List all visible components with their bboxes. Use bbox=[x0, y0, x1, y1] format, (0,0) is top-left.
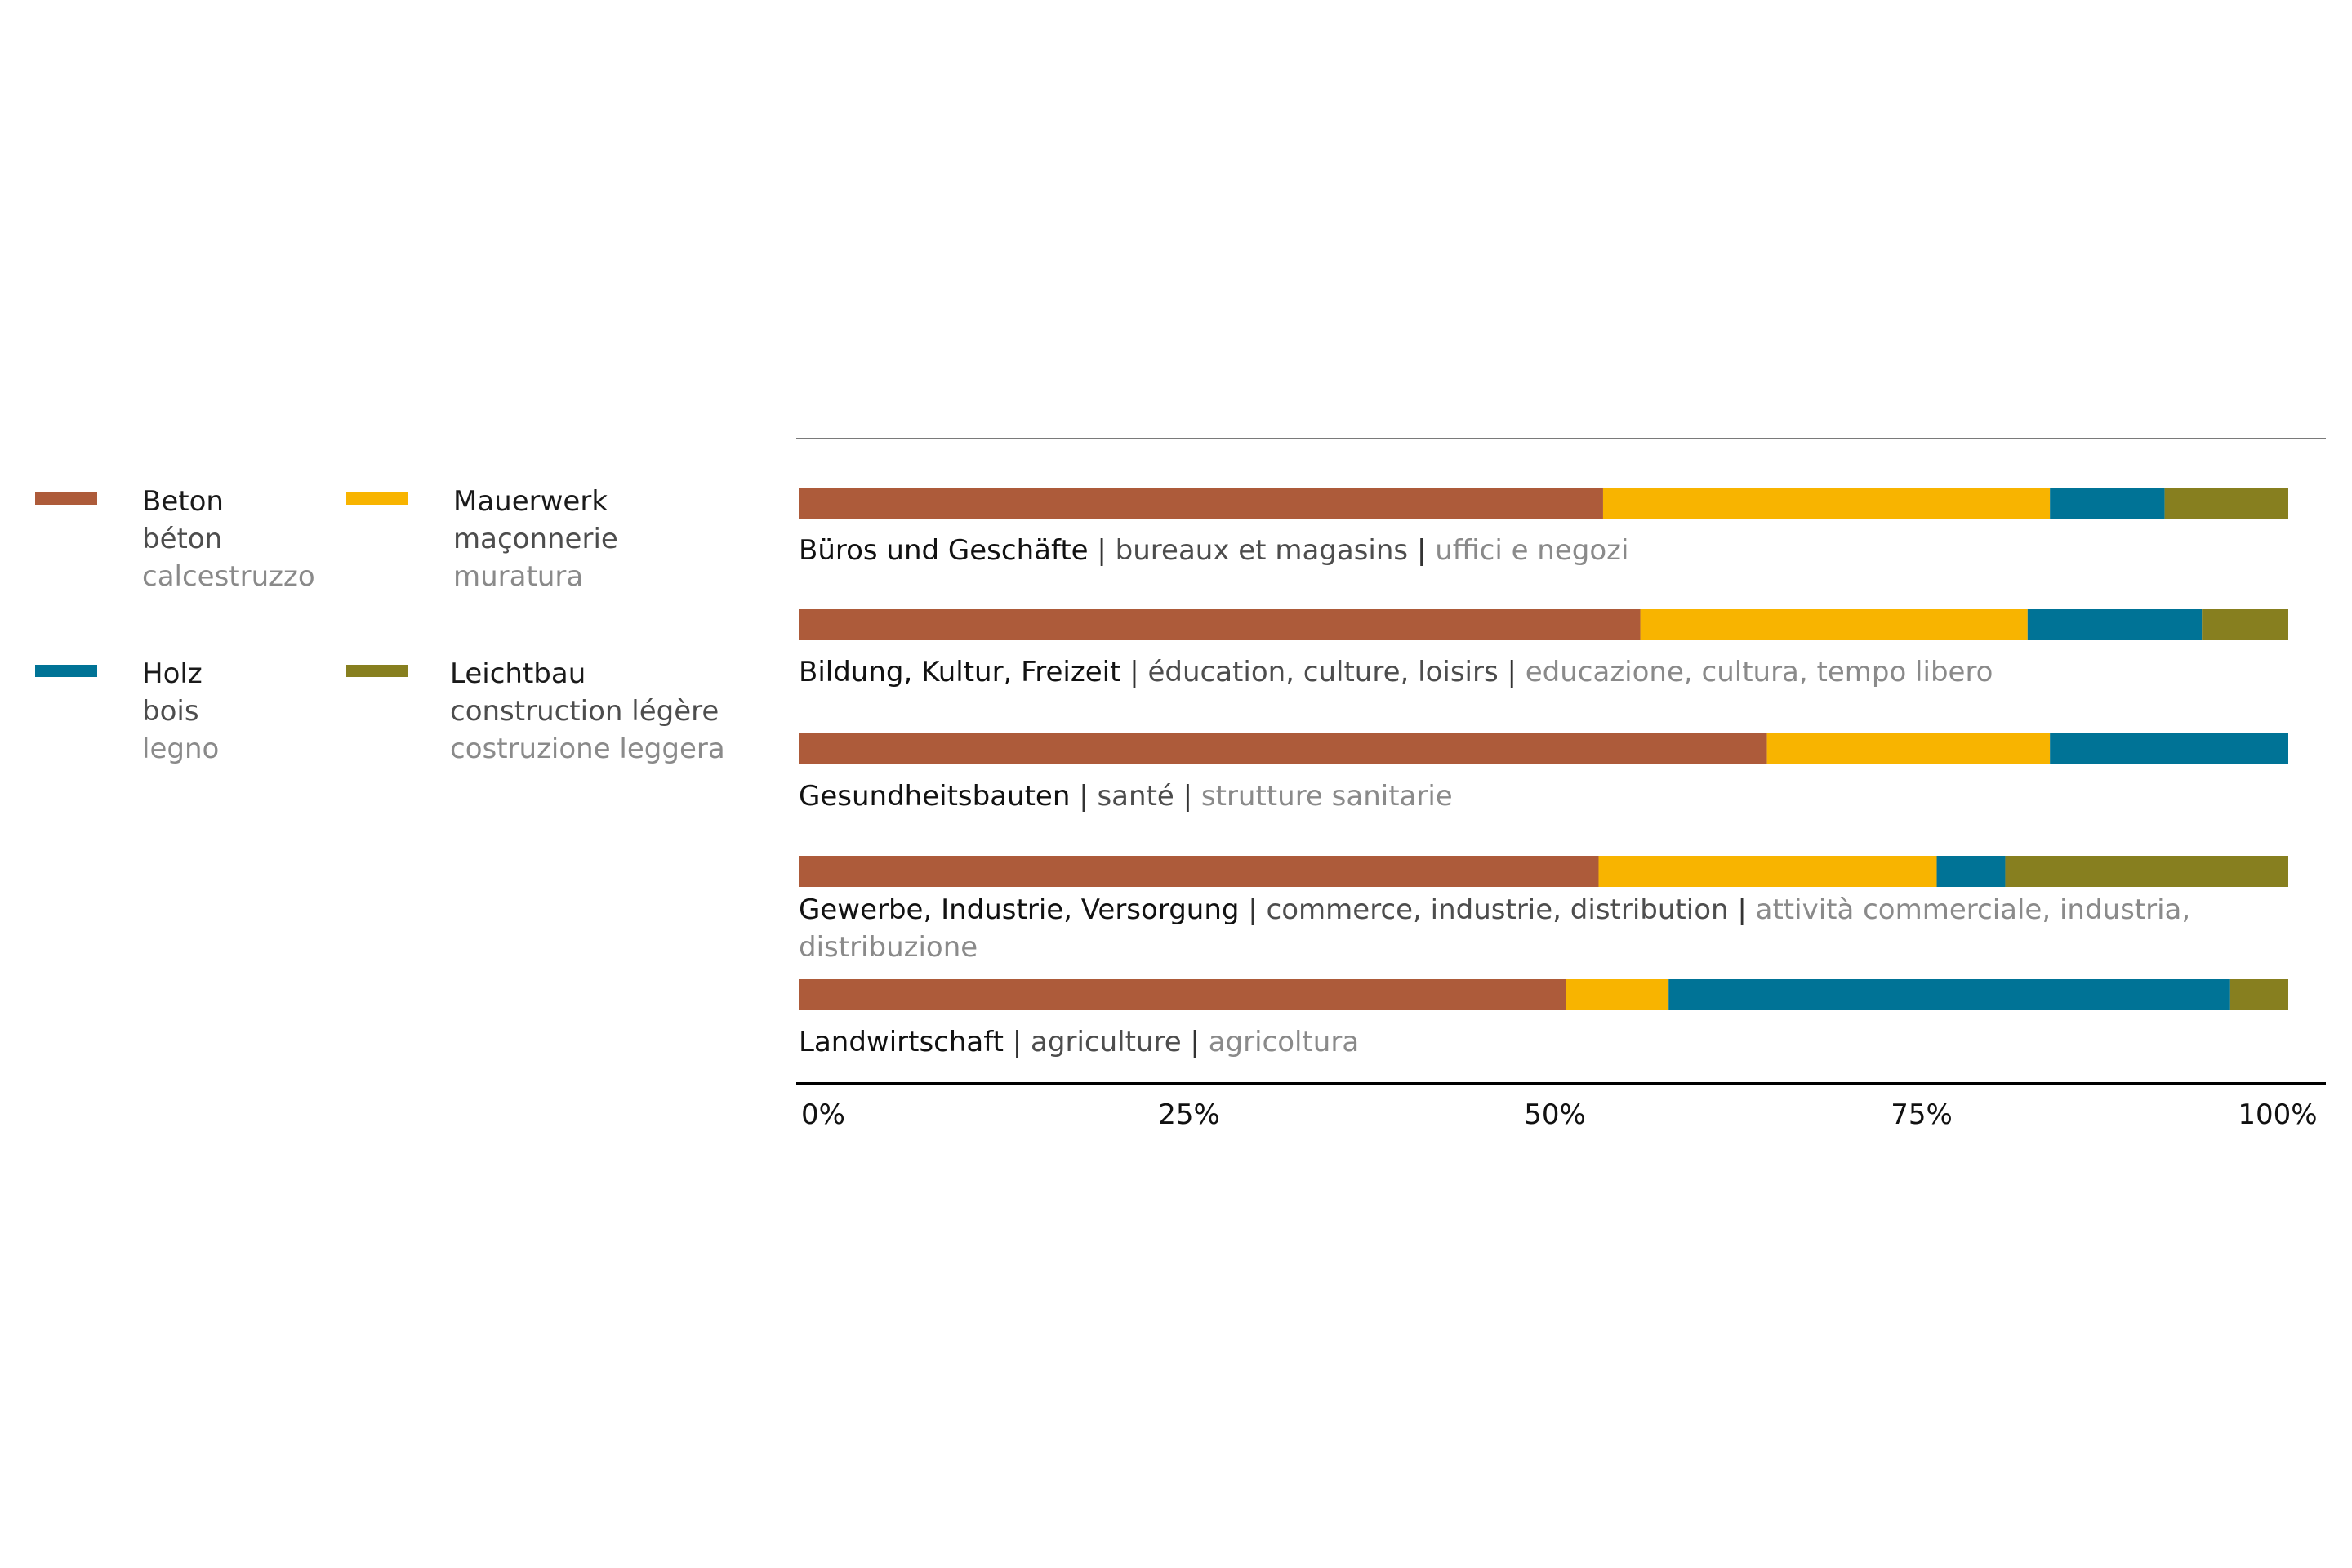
x-tick-label: 0% bbox=[801, 1098, 845, 1131]
legend-swatch bbox=[346, 492, 408, 505]
legend-label-fr: béton bbox=[142, 523, 223, 555]
legend-label: Leichtbau construction légère costruzione … bbox=[450, 655, 725, 768]
category-label-de: Landwirtschaft bbox=[799, 1026, 1004, 1058]
category-label-fr: bureaux et magasins bbox=[1115, 534, 1409, 567]
category-label-it: educazione, cultura, tempo libero bbox=[1525, 656, 1993, 688]
category-label-fr: éducation, culture, loisirs bbox=[1147, 656, 1499, 688]
legend-label-fr: bois bbox=[142, 695, 199, 728]
bar-holz-3 bbox=[1936, 856, 2006, 887]
bar-mauerwerk-4 bbox=[1566, 979, 1669, 1010]
bar-beton-4 bbox=[799, 979, 1566, 1010]
legend-label-fr: maçonnerie bbox=[453, 523, 618, 555]
category-label: Gesundheitsbauten | santé | strutture sa… bbox=[799, 777, 2269, 815]
bar-leichtbau-0 bbox=[2164, 488, 2288, 519]
bar-holz-4 bbox=[1668, 979, 2230, 1010]
category-label: Landwirtschaft | agriculture | agricoltu… bbox=[799, 1023, 2269, 1061]
bar-holz-0 bbox=[2050, 488, 2165, 519]
category-label-fr: agriculture bbox=[1031, 1026, 1182, 1058]
label-separator: | bbox=[1174, 780, 1201, 813]
legend-swatch bbox=[35, 492, 97, 505]
legend-label: Beton béton calcestruzzo bbox=[142, 483, 315, 595]
legend-swatch bbox=[35, 665, 97, 677]
x-tick-label: 100% bbox=[2238, 1098, 2317, 1131]
category-label-it: strutture sanitarie bbox=[1200, 780, 1453, 813]
bar-mauerwerk-3 bbox=[1598, 856, 1937, 887]
category-label-de: Gewerbe, Industrie, Versorgung bbox=[799, 893, 1240, 926]
bar-leichtbau-1 bbox=[2202, 609, 2288, 640]
legend-label-it: calcestruzzo bbox=[142, 560, 315, 593]
label-separator: | bbox=[1003, 1026, 1031, 1058]
label-separator: | bbox=[1181, 1026, 1209, 1058]
x-tick-label: 75% bbox=[1891, 1098, 1953, 1131]
label-separator: | bbox=[1070, 780, 1098, 813]
category-label-fr: commerce, industrie, distribution bbox=[1266, 893, 1729, 926]
bar-beton-3 bbox=[799, 856, 1599, 887]
bar-mauerwerk-0 bbox=[1602, 488, 2051, 519]
category-label-it: attività commerciale, industria, distrib… bbox=[799, 893, 2191, 964]
category-label-de: Bildung, Kultur, Freizeit bbox=[799, 656, 1121, 688]
legend-label-de: Leichtbau bbox=[450, 657, 586, 690]
bar-beton-2 bbox=[799, 733, 1767, 764]
label-separator: | bbox=[1239, 893, 1267, 926]
category-label-it: uffici e negozi bbox=[1435, 534, 1629, 567]
bar-holz-2 bbox=[2050, 733, 2288, 764]
category-label-fr: santé bbox=[1097, 780, 1174, 813]
legend-label-it: legno bbox=[142, 733, 220, 765]
bar-mauerwerk-1 bbox=[1640, 609, 2028, 640]
bar-leichtbau-4 bbox=[2230, 979, 2288, 1010]
label-separator: | bbox=[1498, 656, 1526, 688]
legend-label-de: Holz bbox=[142, 657, 203, 690]
legend-label-de: Beton bbox=[142, 485, 224, 518]
label-separator: | bbox=[1088, 534, 1116, 567]
label-separator: | bbox=[1120, 656, 1148, 688]
category-label-de: Büros und Geschäfte bbox=[799, 534, 1089, 567]
legend-label: Mauerwerk maçonnerie muratura bbox=[453, 483, 618, 595]
bar-beton-0 bbox=[799, 488, 1603, 519]
legend-label-fr: construction légère bbox=[450, 695, 719, 728]
x-tick-label: 50% bbox=[1524, 1098, 1586, 1131]
category-label: Büros und Geschäfte | bureaux et magasin… bbox=[799, 532, 2269, 569]
category-label-de: Gesundheitsbauten bbox=[799, 780, 1071, 813]
x-tick-label: 25% bbox=[1158, 1098, 1220, 1131]
category-label: Gewerbe, Industrie, Versorgung | commerc… bbox=[799, 891, 2269, 966]
label-separator: | bbox=[1408, 534, 1436, 567]
legend-swatch bbox=[346, 665, 408, 677]
bar-holz-1 bbox=[2027, 609, 2203, 640]
label-separator: | bbox=[1728, 893, 1756, 926]
legend-label: Holz bois legno bbox=[142, 655, 219, 768]
legend-label-de: Mauerwerk bbox=[453, 485, 608, 518]
bar-beton-1 bbox=[799, 609, 1641, 640]
bar-mauerwerk-2 bbox=[1766, 733, 2051, 764]
category-label: Bildung, Kultur, Freizeit | éducation, c… bbox=[799, 653, 2269, 691]
bar-leichtbau-3 bbox=[2005, 856, 2288, 887]
legend-label-it: muratura bbox=[453, 560, 584, 593]
category-label-it: agricoltura bbox=[1208, 1026, 1360, 1058]
legend-label-it: costruzione leggera bbox=[450, 733, 725, 765]
